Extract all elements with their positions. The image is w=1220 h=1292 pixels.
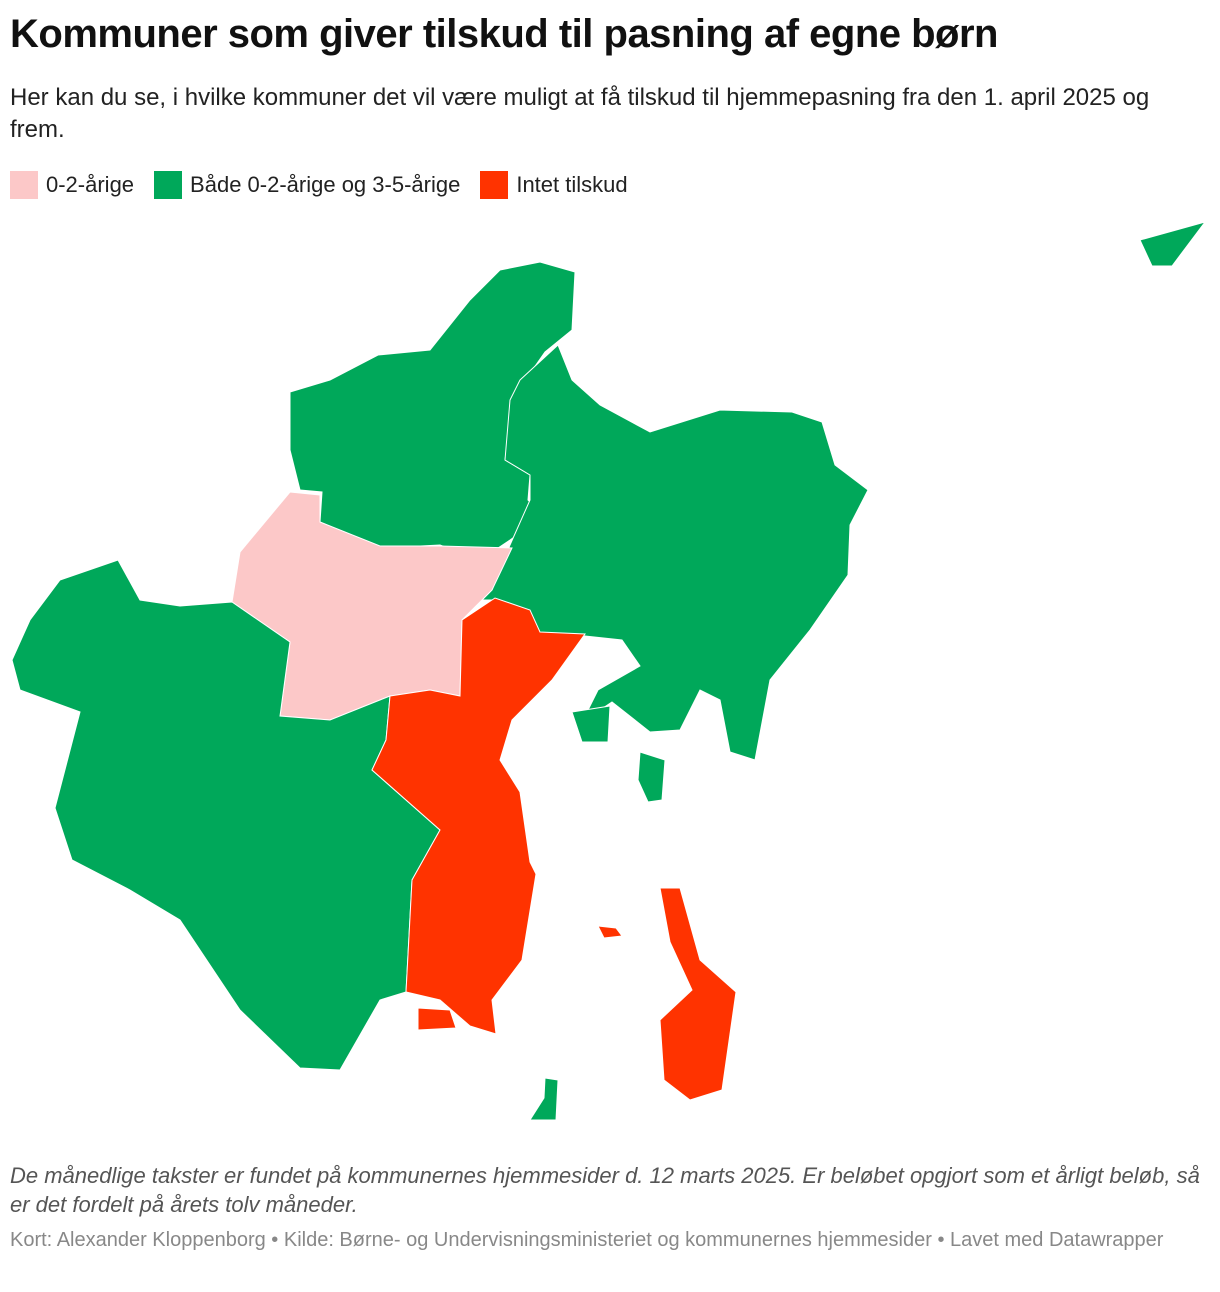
region [371, 597, 586, 1035]
region [571, 705, 611, 743]
map [11, 221, 1207, 1120]
legend-item: 0-2-årige [10, 171, 134, 199]
region [637, 751, 666, 803]
legend-item: Både 0-2-årige og 3-5-årige [154, 171, 460, 199]
region [597, 925, 623, 939]
legend-label: Både 0-2-årige og 3-5-årige [190, 172, 461, 197]
region [417, 1007, 457, 1031]
region [529, 1077, 559, 1120]
legend-swatch [10, 171, 38, 199]
legend-label: 0-2-årige [46, 172, 135, 197]
legend-swatch [154, 171, 183, 199]
legend-item: Intet tilskud [480, 171, 628, 199]
legend-label: Intet tilskud [516, 172, 628, 197]
region [659, 887, 737, 1101]
note: De månedlige takster er fundet på kommun… [10, 1163, 1200, 1217]
subtitle: Her kan du se, i hvilke kommuner det vil… [10, 84, 1150, 143]
legend-swatch [480, 171, 509, 199]
title: Kommuner som giver tilskud til pasning a… [10, 12, 998, 56]
region [480, 344, 869, 761]
legend: 0-2-årige Både 0-2-årige og 3-5-årige Inte… [10, 171, 628, 199]
region [1139, 221, 1207, 267]
footer: Kort: Alexander Kloppenborg • Kilde: Bør… [10, 1229, 1164, 1251]
